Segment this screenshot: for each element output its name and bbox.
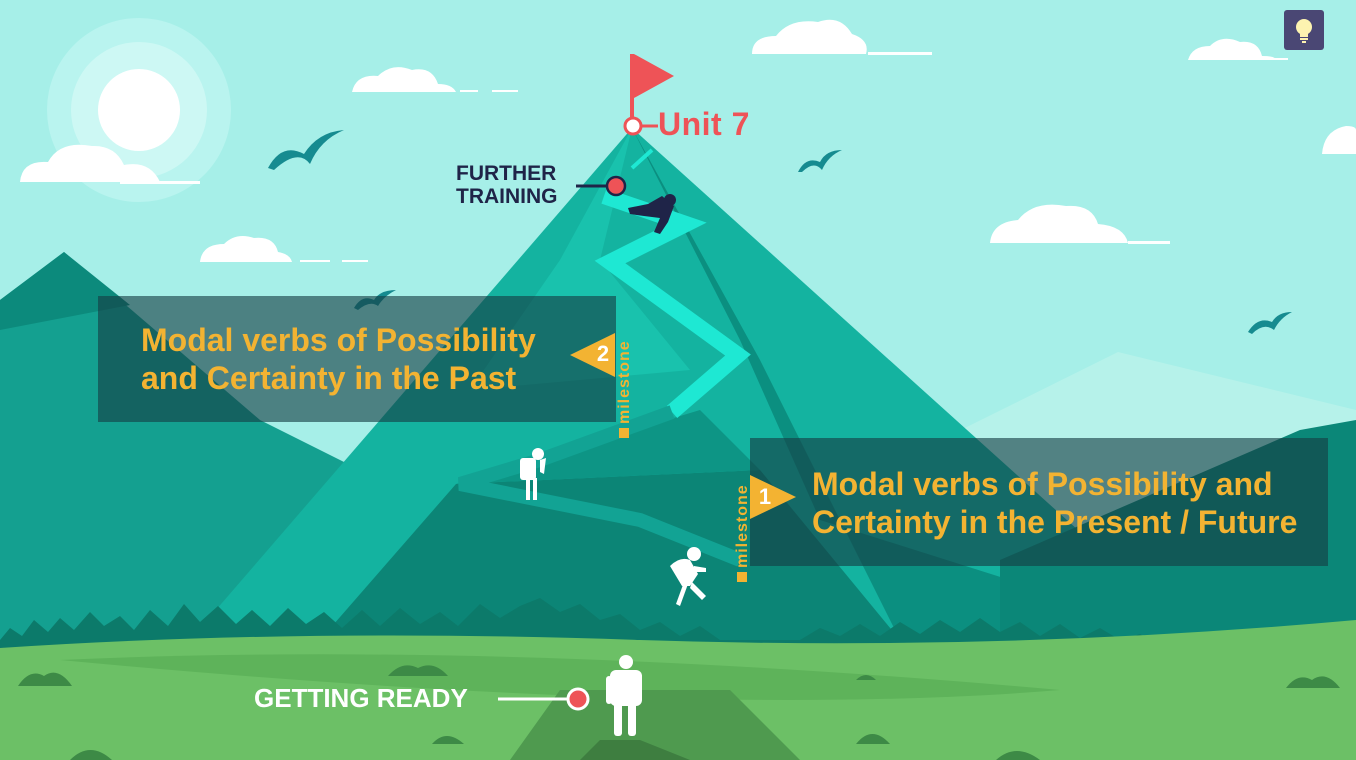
milestone-2-title: Modal verbs of Possibility and Certainty… [141,321,536,397]
climber-dark-icon [628,194,676,234]
milestone-1-title: Modal verbs of Possibility and Certainty… [812,465,1297,541]
milestone-2-number: 2 [596,341,610,366]
unit-marker [623,116,658,136]
cloud-icon [200,236,368,262]
cloud-icon [20,144,200,184]
milestone-1-post-icon [737,572,747,582]
milestone-2-panel[interactable]: Modal verbs of Possibility and Certainty… [98,296,616,422]
bird-icon [798,150,842,172]
further-training-label[interactable]: FURTHER TRAINING [456,162,558,208]
milestone-2-title-line-2: and Certainty in the Past [141,360,517,396]
milestone-2-tag: milestone [616,340,633,424]
milestone-2-flag-icon [570,333,615,377]
hint-button[interactable] [1284,10,1324,50]
milestone-2-post-icon [619,428,629,438]
unit-title[interactable]: Unit 7 [658,106,750,142]
bird-icon [1248,312,1292,334]
climber-icon [670,547,706,606]
further-training-line-1: FURTHER [456,162,557,185]
summit-flag-icon [630,54,674,126]
cloud-icon [990,204,1170,244]
cloud-icon [1322,126,1356,154]
milestone-1-tag: milestone [734,484,751,568]
getting-ready-label[interactable]: GETTING READY [254,683,468,713]
milestone-1-title-line-2: Certainty in the Present / Future [812,504,1298,540]
bird-icon [268,130,344,170]
milestone-1-flag-icon [750,475,796,519]
cloud-icon [352,67,518,92]
cloud-icon [752,19,932,55]
further-training-marker[interactable] [576,175,627,197]
hiker-ground-icon [606,655,642,736]
milestone-1-number: 1 [758,484,772,509]
hiker-icon [520,448,546,500]
further-training-line-2: TRAINING [456,185,558,208]
milestone-2-title-line-1: Modal verbs of Possibility [141,322,536,358]
bush-icon [18,665,1340,760]
milestone-1-panel[interactable]: Modal verbs of Possibility and Certainty… [750,438,1328,566]
getting-ready-marker[interactable] [498,687,590,711]
cloud-icon [1188,38,1288,60]
milestone-1-title-line-1: Modal verbs of Possibility and [812,466,1273,502]
lightbulb-icon [1296,19,1312,43]
